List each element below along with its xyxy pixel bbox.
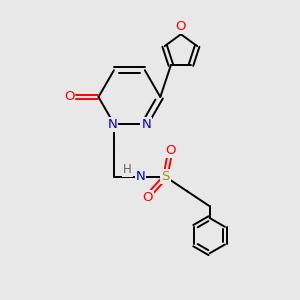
Text: O: O	[142, 191, 153, 205]
Text: O: O	[166, 144, 176, 158]
Text: N: N	[141, 118, 151, 131]
Text: O: O	[64, 91, 74, 103]
Text: N: N	[108, 118, 117, 131]
Text: H: H	[123, 163, 132, 176]
Text: O: O	[176, 20, 186, 33]
Text: N: N	[136, 170, 145, 183]
Text: S: S	[161, 170, 169, 183]
